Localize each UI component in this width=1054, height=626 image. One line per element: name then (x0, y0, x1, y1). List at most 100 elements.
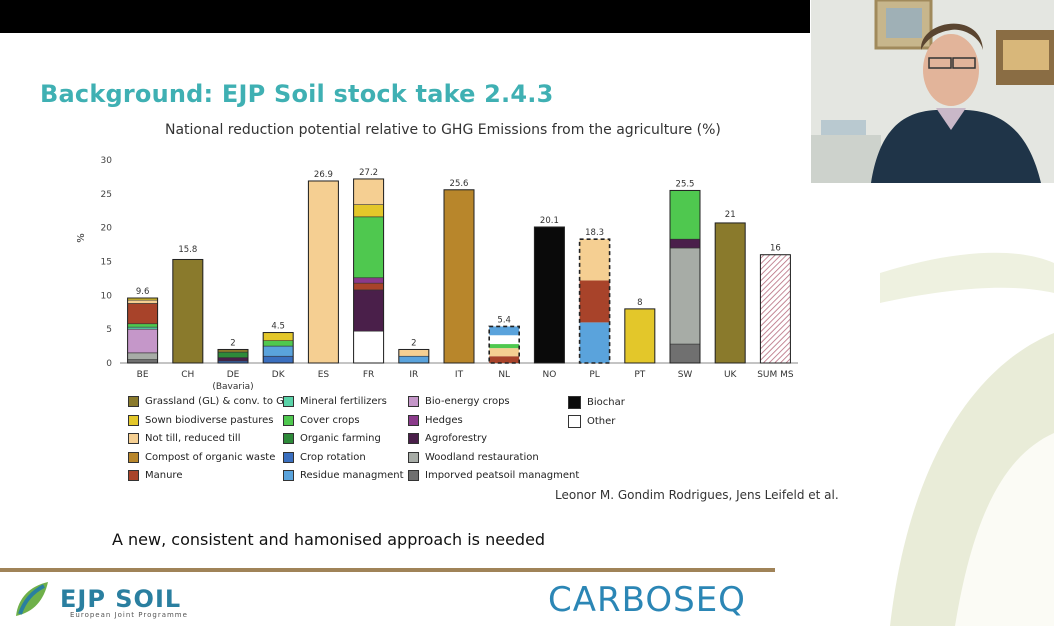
legend-swatch (283, 396, 294, 407)
bar-value-label: 26.9 (314, 170, 333, 180)
bar-segment (760, 254, 791, 364)
legend-label: Compost of organic waste (145, 451, 276, 463)
bar-segment (353, 178, 384, 205)
legend-swatch (128, 396, 139, 407)
legend-swatch (283, 414, 294, 426)
legend-item: Mineral fertilizers (283, 396, 387, 407)
bar-segment (443, 189, 475, 364)
y-tick-label: 15 (101, 258, 112, 268)
chart-title: National reduction potential relative to… (165, 122, 721, 138)
legend-label: Residue managment (300, 470, 404, 481)
bar-value-label: 20.1 (540, 216, 559, 226)
legend-item: Hedges (408, 414, 463, 426)
legend-label: Not till, reduced till (145, 433, 241, 444)
legend-item: Woodland restauration (408, 451, 539, 463)
legend-swatch (568, 414, 581, 428)
x-tick-label: IR (409, 370, 418, 380)
bar-segment (714, 222, 746, 364)
legend-item: Compost of organic waste (128, 451, 276, 463)
y-tick-label: 5 (106, 325, 112, 335)
x-tick-label: UK (724, 370, 738, 380)
bar-value-label: 15.8 (178, 245, 197, 255)
bar-outline (172, 258, 204, 364)
legend-item: Cover crops (283, 414, 360, 426)
bar-outline (307, 180, 339, 364)
bar-segment (489, 326, 520, 336)
bar-outline (488, 325, 521, 364)
credit-line: Leonor M. Gondim Rodrigues, Jens Leifeld… (555, 488, 839, 502)
bar-segment (669, 190, 701, 240)
bar-segment (127, 323, 158, 328)
bar-segment (217, 357, 249, 362)
bar-segment (353, 330, 384, 364)
x-tick-label: CH (181, 370, 194, 380)
legend-label: Sown biodiverse pastures (145, 414, 274, 426)
x-tick-label: SUM MS (757, 370, 794, 380)
legend-swatch (408, 470, 419, 481)
x-tick-label: FR (363, 370, 374, 380)
bar-segment (669, 247, 701, 345)
bar-segment (579, 280, 610, 323)
bar-value-label: 21 (725, 210, 736, 220)
bar-outline (759, 254, 791, 364)
ejp-soil-logo: EJP SOIL European Joint Programme (10, 578, 187, 620)
bar-outline (443, 189, 475, 364)
bar-segment (353, 289, 384, 332)
bar-segment (127, 303, 158, 325)
bar-segment (127, 359, 158, 364)
y-tick-label: 30 (101, 156, 113, 166)
y-tick-label: 10 (101, 291, 113, 301)
legend-label: Woodland restauration (425, 451, 539, 463)
bar-outline (714, 222, 746, 364)
legend-item: Other (568, 414, 616, 428)
bar-outline (669, 189, 701, 364)
bar-value-label: 25.5 (676, 179, 695, 189)
bar-outline (353, 178, 385, 364)
bar-value-label: 2 (411, 338, 416, 348)
y-tick-label: 0 (106, 359, 112, 369)
y-tick-label: 25 (101, 190, 112, 200)
legend-item: Imporved peatsoil managment (408, 470, 579, 481)
bars: 9.6 15.8 2 4.5 26.9 27.2 2 25.6 5.4 20.1 18.3 8 25.5… (127, 168, 791, 364)
legend-label: Cover crops (300, 414, 360, 426)
legend-swatch (408, 414, 419, 426)
x-tick-label: NO (542, 370, 556, 380)
legend-item: Grassland (GL) & conv. to GL (128, 396, 289, 407)
slide-title: Background: EJP Soil stock take 2.4.3 (40, 80, 554, 108)
bar-outline (533, 226, 565, 364)
bar-segment (489, 335, 520, 345)
x-tick-label: IT (455, 370, 464, 380)
bar-segment (669, 238, 701, 249)
legend-swatch (283, 451, 294, 463)
top-black-bar (0, 0, 810, 33)
x-tick-label: DE (227, 370, 240, 380)
bar-segment (489, 356, 520, 363)
bar-segment (534, 226, 565, 364)
legend-swatch (408, 451, 419, 463)
bar-value-label: 27.2 (359, 168, 378, 178)
x-tick-label: DK (272, 370, 286, 380)
carboseq-logo: CARBOSEQ (548, 580, 746, 620)
ejp-soil-name: EJP SOIL (60, 585, 182, 613)
legend-label: Bio-energy crops (425, 396, 510, 407)
legend-swatch (128, 451, 139, 463)
footer-divider (0, 568, 775, 572)
bar-segment (489, 344, 520, 349)
legend-swatch (128, 414, 139, 426)
bar-segment (489, 348, 520, 357)
bar-outline (624, 308, 656, 364)
bar-segment (262, 340, 294, 347)
legend-label: Imporved peatsoil managment (425, 470, 580, 481)
legend-label: Hedges (425, 414, 463, 426)
bar-segment (669, 343, 701, 364)
y-tick-label: 20 (101, 224, 113, 234)
bar-segment (624, 308, 656, 364)
bar-segment (398, 349, 430, 357)
legend-item: Not till, reduced till (128, 433, 240, 444)
legend-item: Bio-energy crops (408, 396, 510, 407)
bar-outline (578, 238, 611, 364)
bar-segment (579, 322, 610, 363)
x-tick-label: SW (678, 370, 693, 380)
legend-label: Other (587, 415, 616, 427)
x-axis: BE CH DE (Bavaria) DK ES FR IR IT NL NO PL PT SW UK SUM… (137, 370, 794, 392)
